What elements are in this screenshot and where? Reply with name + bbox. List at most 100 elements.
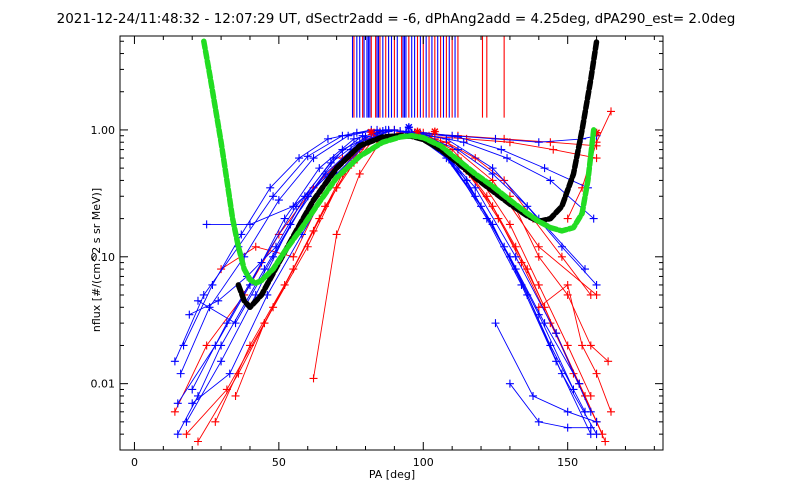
blue-data-point bbox=[188, 385, 197, 394]
red-data-point bbox=[557, 252, 566, 261]
blue-data-point bbox=[173, 430, 182, 439]
blue-data-point bbox=[453, 145, 462, 154]
blue-series-line bbox=[197, 132, 378, 324]
blue-data-point bbox=[182, 417, 191, 426]
red-data-point bbox=[601, 437, 610, 446]
blue-data-point bbox=[459, 138, 468, 147]
red-data-point bbox=[563, 280, 572, 289]
red-data-point bbox=[607, 407, 616, 416]
y-tick-label: 0.10 bbox=[91, 251, 116, 264]
blue-data-point bbox=[503, 154, 512, 163]
blue-data-point bbox=[540, 319, 549, 328]
red-data-point bbox=[592, 290, 601, 299]
red-data-point bbox=[231, 391, 240, 400]
blue-data-point bbox=[534, 417, 543, 426]
red-series bbox=[430, 134, 607, 439]
red-series-line bbox=[446, 141, 597, 296]
blue-data-point bbox=[193, 296, 202, 305]
red-data-point bbox=[534, 280, 543, 289]
blue-data-point bbox=[274, 196, 283, 205]
red-data-point bbox=[202, 341, 211, 350]
red-data-point bbox=[546, 138, 555, 147]
red-data-point bbox=[592, 369, 601, 378]
star-marker bbox=[413, 127, 422, 136]
blue-series bbox=[179, 125, 390, 350]
blue-data-point bbox=[303, 152, 312, 161]
blue-data-point bbox=[529, 391, 538, 400]
y-tick-label: 0.01 bbox=[91, 378, 116, 391]
blue-data-point bbox=[309, 154, 318, 163]
blue-data-point bbox=[188, 399, 197, 408]
blue-data-point bbox=[217, 357, 226, 366]
red-data-point bbox=[332, 230, 341, 239]
blue-data-point bbox=[589, 214, 598, 223]
blue-data-point bbox=[442, 134, 451, 143]
red-data-point bbox=[321, 202, 330, 211]
blue-series-line bbox=[509, 383, 591, 429]
blue-data-point bbox=[225, 369, 234, 378]
red-data-point bbox=[563, 341, 572, 350]
red-data-point bbox=[534, 252, 543, 261]
blue-data-point bbox=[222, 319, 231, 328]
axes-ticks: 0 50 100 150 0.01 0.10 1.00 bbox=[91, 36, 663, 469]
red-series bbox=[534, 280, 616, 416]
blue-series-line bbox=[191, 138, 372, 404]
blue-data-point bbox=[592, 417, 601, 426]
blue-data-point bbox=[263, 290, 272, 299]
blue-data-point bbox=[170, 357, 179, 366]
blue-data-point bbox=[179, 341, 188, 350]
blue-data-point bbox=[500, 242, 509, 251]
blue-data-point bbox=[295, 154, 304, 163]
blue-data-point bbox=[471, 183, 480, 192]
x-tick-label: 0 bbox=[131, 456, 138, 469]
red-data-point bbox=[245, 341, 254, 350]
fit-curve-green bbox=[201, 38, 597, 286]
x-tick-label: 150 bbox=[557, 456, 578, 469]
blue-data-point bbox=[557, 242, 566, 251]
blue-series-line bbox=[495, 322, 597, 423]
blue-series-line bbox=[177, 130, 383, 404]
blue-data-point bbox=[199, 290, 208, 299]
red-data-point bbox=[534, 242, 543, 251]
blue-data-point bbox=[569, 385, 578, 394]
red-data-point bbox=[289, 265, 298, 274]
blue-data-point bbox=[202, 220, 211, 229]
y-axis-label: nflux [#/(cm^2 s sr MeV)] bbox=[90, 188, 103, 332]
blue-series-line bbox=[189, 135, 363, 316]
blue-data-point bbox=[563, 407, 572, 416]
red-data-point bbox=[604, 357, 613, 366]
red-series bbox=[505, 192, 613, 366]
blue-data-point bbox=[280, 214, 289, 223]
red-data-point bbox=[505, 220, 514, 229]
blue-series-line bbox=[422, 135, 597, 435]
red-data-point bbox=[211, 417, 220, 426]
blue-data-point bbox=[384, 125, 393, 134]
blue-data-point bbox=[453, 132, 462, 141]
blue-data-point bbox=[176, 369, 185, 378]
blue-data-point bbox=[586, 423, 595, 432]
x-tick-label: 50 bbox=[272, 456, 286, 469]
blue-data-point bbox=[563, 423, 572, 432]
star-marker bbox=[404, 123, 413, 132]
red-data-point bbox=[592, 154, 601, 163]
red-series-line bbox=[313, 132, 401, 379]
y-tick-label: 1.00 bbox=[91, 124, 116, 137]
blue-data-point bbox=[257, 258, 266, 267]
blue-data-point bbox=[289, 202, 298, 211]
blue-data-point bbox=[491, 319, 500, 328]
star-marker bbox=[592, 128, 601, 137]
red-series-line bbox=[440, 141, 606, 442]
red-data-point bbox=[607, 107, 616, 116]
red-data-point bbox=[523, 265, 532, 274]
red-data-point bbox=[500, 134, 509, 143]
blue-data-point bbox=[511, 252, 520, 261]
blue-data-point bbox=[217, 341, 226, 350]
blue-data-point bbox=[358, 131, 367, 140]
blue-data-point bbox=[266, 183, 275, 192]
blue-data-point bbox=[488, 169, 497, 178]
star-marker bbox=[367, 128, 376, 137]
red-data-point bbox=[309, 374, 318, 383]
blue-data-point bbox=[546, 176, 555, 185]
x-tick-label: 100 bbox=[413, 456, 434, 469]
red-series bbox=[309, 128, 405, 383]
